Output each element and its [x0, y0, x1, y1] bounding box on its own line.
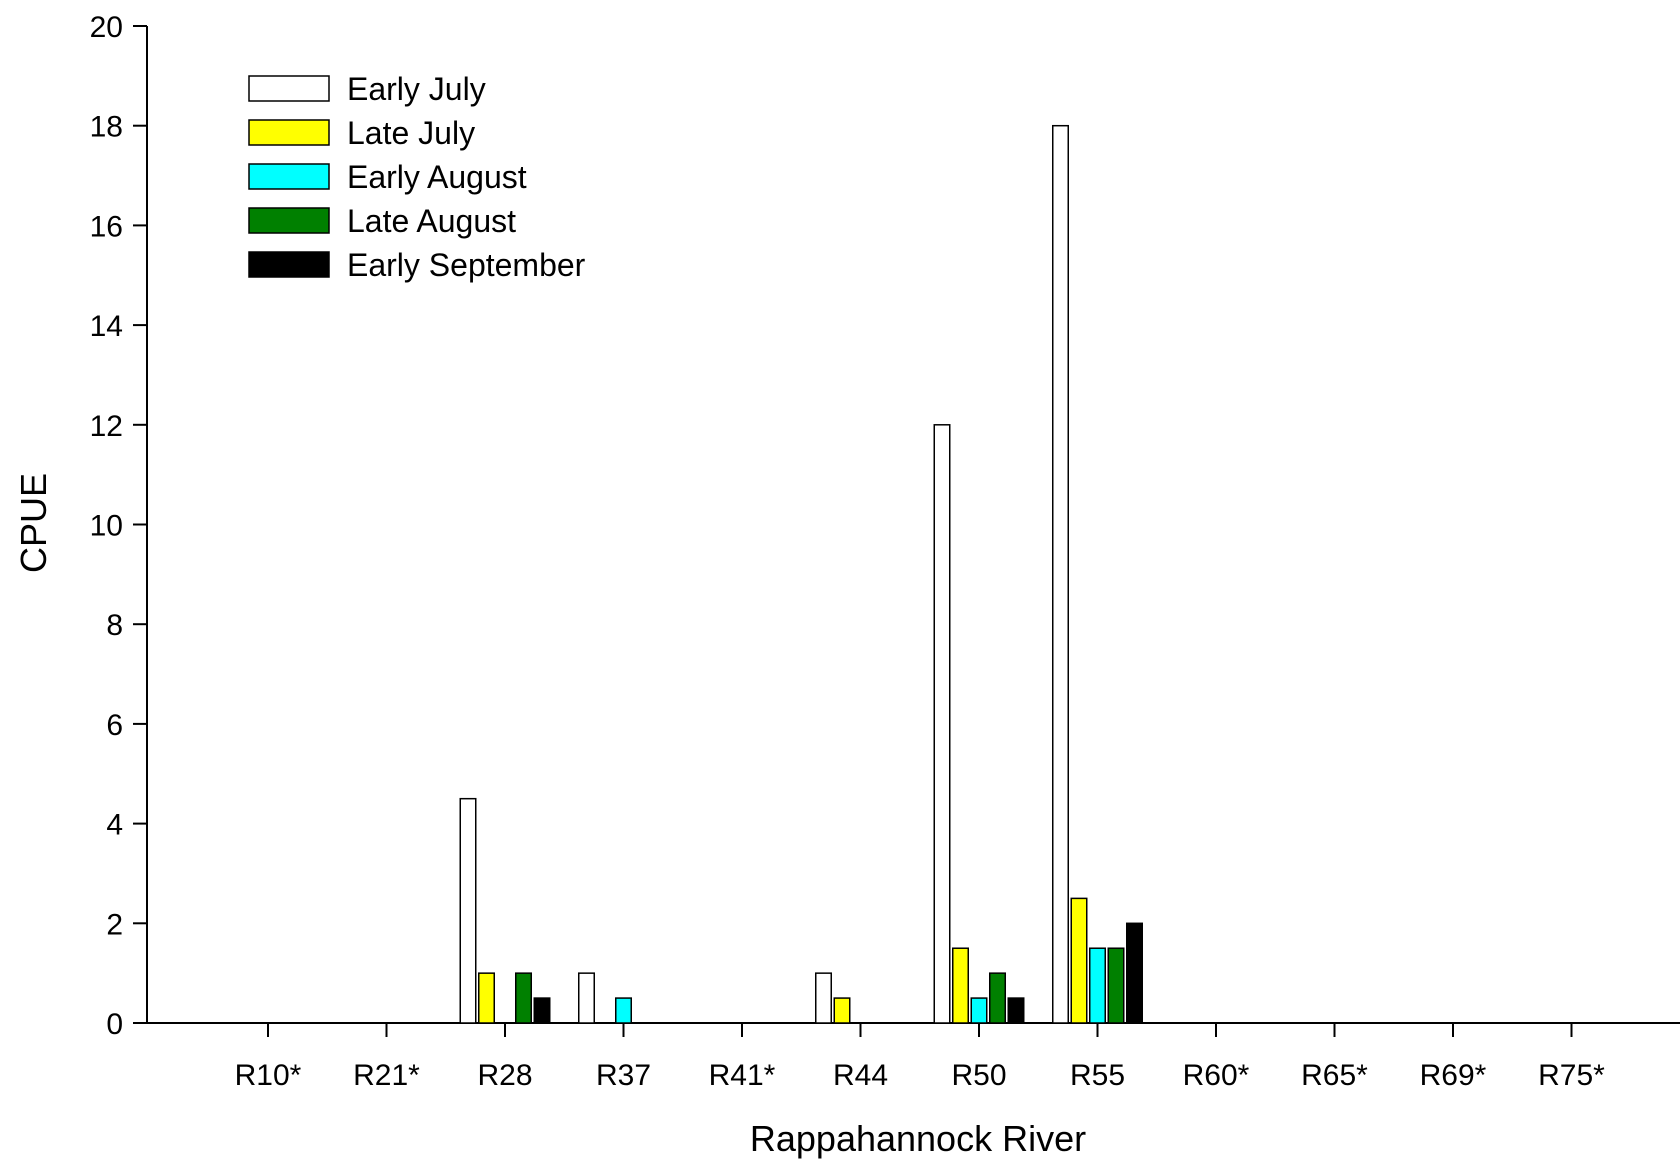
y-tick-label: 14	[90, 310, 123, 343]
bar-early-july-r37	[578, 972, 595, 1024]
legend-label: Early July	[347, 71, 486, 107]
legend: Early July Late July Early August Late Augu…	[248, 71, 586, 283]
bar-late-july-r28	[478, 972, 495, 1024]
y-tick-label: 18	[90, 111, 123, 144]
legend-swatch	[248, 75, 330, 102]
bar-early-july-r44	[815, 972, 832, 1024]
y-tick-label: 10	[90, 510, 123, 543]
y-axis-title: CPUE	[13, 473, 54, 573]
bar-early-july-r28	[459, 797, 477, 1024]
y-tick-label: 16	[90, 210, 123, 243]
bar-early-august-r37	[615, 997, 632, 1024]
legend-swatch	[248, 207, 330, 234]
bar-early-august-r50	[970, 997, 988, 1024]
bar-late-august-r55	[1107, 947, 1125, 1024]
legend-swatch	[248, 119, 330, 146]
bars	[459, 124, 1143, 1024]
y-tick-label: 0	[106, 1008, 123, 1041]
bar-late-july-r44	[833, 997, 851, 1024]
legend-label: Early August	[347, 159, 527, 195]
y-tick-label: 4	[106, 809, 123, 842]
legend-label: Early September	[347, 247, 586, 283]
y-tick-label: 6	[106, 709, 123, 742]
x-axis: R10* R21* R28 R37 R41* R44 R50 R55 R60* R65* R69* R…	[147, 1022, 1680, 1092]
bar-early-july-r50	[933, 424, 951, 1024]
legend-label: Late August	[347, 203, 516, 239]
x-tick-label: R44	[833, 1059, 888, 1092]
x-tick-label: R65*	[1301, 1059, 1368, 1092]
x-tick-label: R41*	[709, 1059, 776, 1092]
x-tick-label: R37	[596, 1059, 651, 1092]
x-tick-label: R50	[951, 1059, 1006, 1092]
y-tick-label: 12	[90, 410, 123, 443]
x-axis-title: Rappahannock River	[750, 1118, 1086, 1159]
legend-swatch	[248, 251, 330, 278]
x-tick-label: R55	[1070, 1059, 1125, 1092]
x-tick-label: R10*	[235, 1059, 302, 1092]
bar-early-august-r55	[1089, 947, 1106, 1024]
x-tick-label: R69*	[1420, 1059, 1487, 1092]
x-tick-label: R28	[477, 1059, 532, 1092]
y-axis: 0 2 4 6 8 10 12 14 16 18 20	[90, 11, 148, 1041]
bar-late-july-r55	[1070, 897, 1088, 1024]
bar-early-september-r50	[1007, 997, 1025, 1024]
x-tick-label: R75*	[1538, 1059, 1605, 1092]
bar-late-july-r50	[952, 947, 969, 1024]
bar-late-august-r50	[989, 972, 1006, 1024]
x-tick-label: R21*	[353, 1059, 420, 1092]
y-tick-label: 2	[106, 908, 123, 941]
bar-late-august-r28	[515, 972, 532, 1024]
y-tick-label: 8	[106, 609, 123, 642]
bar-early-july-r55	[1052, 124, 1069, 1024]
bar-early-september-r55	[1126, 922, 1143, 1024]
bar-early-september-r28	[533, 997, 551, 1024]
y-tick-label: 20	[90, 11, 123, 44]
x-tick-label: R60*	[1183, 1059, 1250, 1092]
legend-label: Late July	[347, 115, 475, 151]
legend-swatch	[248, 163, 330, 190]
